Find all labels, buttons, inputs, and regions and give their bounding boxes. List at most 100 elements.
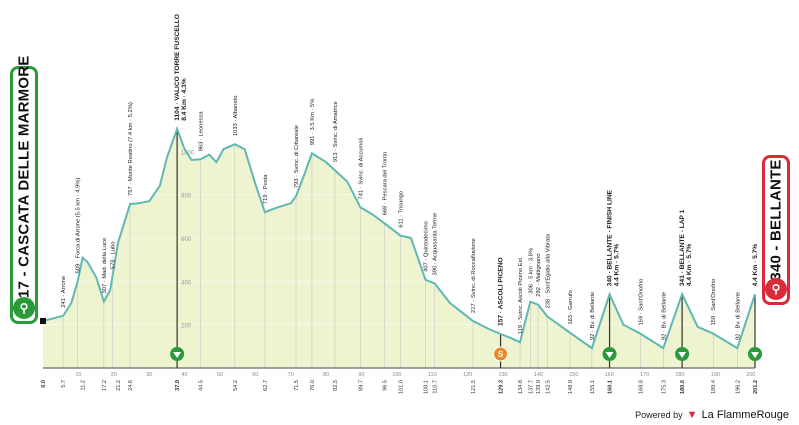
km-label: 189.4: [711, 380, 717, 394]
y-tick-label: 800: [181, 194, 192, 200]
location-label: 4.4 Km · 5.7%: [752, 244, 759, 287]
profile-area: [43, 128, 755, 368]
km-label: 71.5: [294, 380, 300, 391]
km-label: 96.5: [382, 380, 388, 391]
kom-arrow-icon: [173, 352, 182, 358]
finish-label: 340 - BELLANTE: [767, 159, 785, 281]
x-tick-label: 40: [181, 372, 187, 378]
sprint-marker-label: S: [498, 350, 504, 359]
kom-arrow-icon: [605, 352, 614, 358]
km-label: 129.3: [499, 380, 505, 394]
cyclist-icon: ⚲: [13, 297, 35, 319]
kom-arrow-icon: [678, 352, 687, 358]
location-label: 4.4 Km · 5.7%: [614, 244, 621, 287]
km-label: 17.2: [102, 380, 108, 391]
location-label: 390 · Acquasanta Terme: [433, 213, 439, 276]
location-label: 407 · Quintodecimo: [424, 221, 430, 272]
location-label: 991 · 3.5 Km · 5%: [310, 99, 316, 146]
km-label: 137.7: [528, 380, 534, 394]
cyclist-icon: ⚲: [765, 278, 787, 300]
y-tick-label: 400: [181, 280, 192, 286]
location-label: 741 · Svinc. di Accumoli: [358, 138, 364, 200]
x-tick-label: 20: [111, 372, 117, 378]
location-label: 159 · Sant'Onofrio: [638, 279, 644, 326]
km-label: 155.1: [590, 380, 596, 394]
kom-arrow-icon: [751, 352, 759, 358]
x-tick-label: 120: [463, 372, 472, 378]
location-label: 307 · Mad. della Luce: [102, 238, 108, 294]
x-tick-label: 150: [569, 372, 578, 378]
location-label: 157 · ASCOLI PICENO: [498, 257, 505, 326]
km-label: 139.9: [536, 380, 542, 394]
km-label: 24.6: [128, 380, 134, 391]
location-label: 238 · Sant'Egidio alla Vibrata: [545, 233, 551, 308]
km-label: 0.0: [41, 380, 47, 388]
km-label: 148.9: [568, 380, 574, 394]
flame-logo-icon: ▼: [686, 409, 698, 421]
location-label: 719 · Posta: [263, 174, 269, 204]
km-label: 82.5: [333, 380, 339, 391]
x-tick-label: 170: [640, 372, 649, 378]
x-tick-label: 10: [75, 372, 81, 378]
location-label: 92 · Bv. di Bellante: [735, 292, 741, 340]
x-tick-label: 160: [605, 372, 614, 378]
km-label: 175.3: [661, 380, 667, 394]
location-label: 92 · Bv. di Bellante: [590, 292, 596, 340]
location-label: 119 · Svinc. Ascoli Piceno Est: [518, 258, 524, 335]
powered-by-label: Powered by: [635, 410, 683, 420]
x-tick-label: 30: [146, 372, 152, 378]
km-label: 196.2: [735, 380, 741, 394]
location-label: 1104 · VALICO TORRE FUSCELLO: [174, 14, 181, 121]
km-label: 37.9: [175, 380, 181, 391]
location-label: 341 · BELLANTE - LAP 1: [679, 209, 686, 286]
x-tick-label: 60: [252, 372, 258, 378]
location-label: 578 · Lubo: [110, 241, 116, 269]
location-label: 913 · Svinc. di Amatrice: [333, 101, 339, 162]
location-label: 241 · Arrone: [61, 276, 67, 308]
x-tick-label: 130: [498, 372, 507, 378]
location-label: 509 · Forca di Arrone (5.5 km · 4.9%): [76, 178, 82, 274]
location-label: 292 · Maltignano: [536, 254, 542, 297]
location-label: 611 · Trisungo: [398, 191, 404, 228]
location-label: 217 · Svinc. di Roccafluvione: [471, 238, 477, 313]
km-label: 62.7: [263, 380, 269, 391]
x-tick-label: 110: [428, 372, 437, 378]
km-label: 160.1: [608, 380, 614, 394]
location-label: 757 · Monte Reatino (7.4 km · 5.2%): [128, 102, 134, 196]
km-label: 76.0: [310, 380, 316, 391]
finish-badge: 340 - BELLANTE ⚲: [762, 155, 790, 305]
km-label: 168.8: [638, 380, 644, 394]
location-label: 163 · Garrufo: [568, 290, 574, 324]
location-label: 963 · Leonessa: [198, 111, 204, 152]
location-label: 306 · 5 km · 3.8%: [528, 248, 534, 294]
start-marker: [40, 317, 46, 324]
km-label: 5.7: [61, 380, 67, 388]
km-label: 101.0: [398, 380, 404, 394]
km-label: 201.2: [753, 380, 759, 394]
km-label: 44.5: [198, 380, 204, 391]
location-label: 159 · Sant'Onofrio: [711, 279, 717, 326]
km-label: 89.7: [358, 380, 364, 391]
km-label: 121.5: [471, 380, 477, 394]
x-tick-label: 100: [392, 372, 401, 378]
location-label: 92 · Bv. di Bellante: [661, 292, 667, 340]
x-tick-label: 200: [746, 372, 755, 378]
location-label: 4.4 Km · 5.7%: [686, 243, 693, 286]
location-label: 793 · Svinc. di Cittareale: [294, 125, 300, 188]
location-label: 668 · Pescara del Tronto: [382, 152, 388, 215]
location-label: 8.4 Km · 4.3%: [181, 78, 188, 121]
sprint-marker-icon: [493, 346, 509, 362]
brand-name: La FlammeRouge: [701, 409, 789, 421]
km-label: 11.2: [81, 380, 87, 390]
location-label: 1033 · Albaneto: [233, 96, 239, 137]
powered-by: Powered by ▼ La FlammeRouge: [635, 409, 789, 421]
km-label: 108.1: [424, 380, 430, 394]
x-tick-label: 180: [675, 372, 684, 378]
x-tick-label: 140: [534, 372, 543, 378]
x-tick-label: 90: [358, 372, 364, 378]
location-label: 340 · BELLANTE - FINISH LINE: [607, 189, 614, 286]
profile-line: [42, 125, 756, 350]
y-tick-label: 200: [181, 324, 192, 330]
x-tick-label: 50: [217, 372, 223, 378]
